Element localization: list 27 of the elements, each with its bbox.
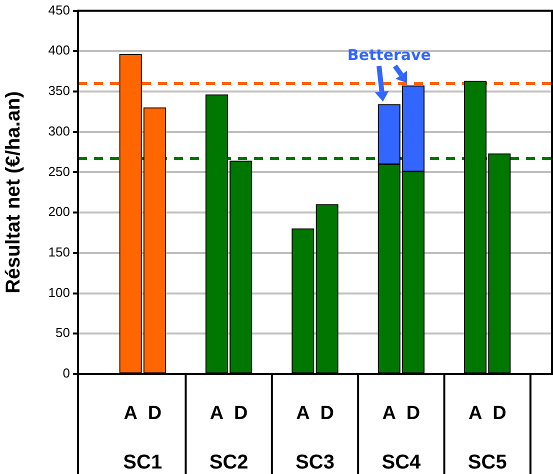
text: SC3 xyxy=(296,452,334,474)
y-tick-label: 450 xyxy=(48,2,70,18)
x-tick-label: A xyxy=(468,403,482,424)
series-label: Betterave xyxy=(347,46,431,64)
y-tick-label: 50 xyxy=(56,325,70,340)
text: SC5 xyxy=(468,452,507,474)
text: SC4 xyxy=(382,452,422,474)
text: SC1 xyxy=(123,452,162,474)
y-axis-title: Résultat net (€/ha.an) xyxy=(2,91,25,294)
y-tick-label: 250 xyxy=(48,164,70,179)
x-tick-label: D xyxy=(406,403,420,424)
y-tick-label: 300 xyxy=(48,123,70,138)
y-tick-label: 350 xyxy=(48,83,70,98)
y-tick-label: 0 xyxy=(62,366,70,381)
y-tick-label: 200 xyxy=(48,204,70,220)
x-tick-label: D xyxy=(320,403,334,424)
y-tick-label: 100 xyxy=(48,284,70,300)
y-tick-label: 400 xyxy=(48,42,70,58)
x-tick-label: D xyxy=(492,403,506,424)
x-tick-label: A xyxy=(296,403,310,424)
text: SC2 xyxy=(209,452,248,474)
x-tick-label: A xyxy=(210,403,224,424)
x-tick-label: A xyxy=(124,403,138,424)
x-tick-label: D xyxy=(148,403,162,424)
x-tick-label: A xyxy=(382,403,396,424)
x-tick-label: D xyxy=(234,403,248,424)
y-tick-label: 150 xyxy=(48,244,70,260)
